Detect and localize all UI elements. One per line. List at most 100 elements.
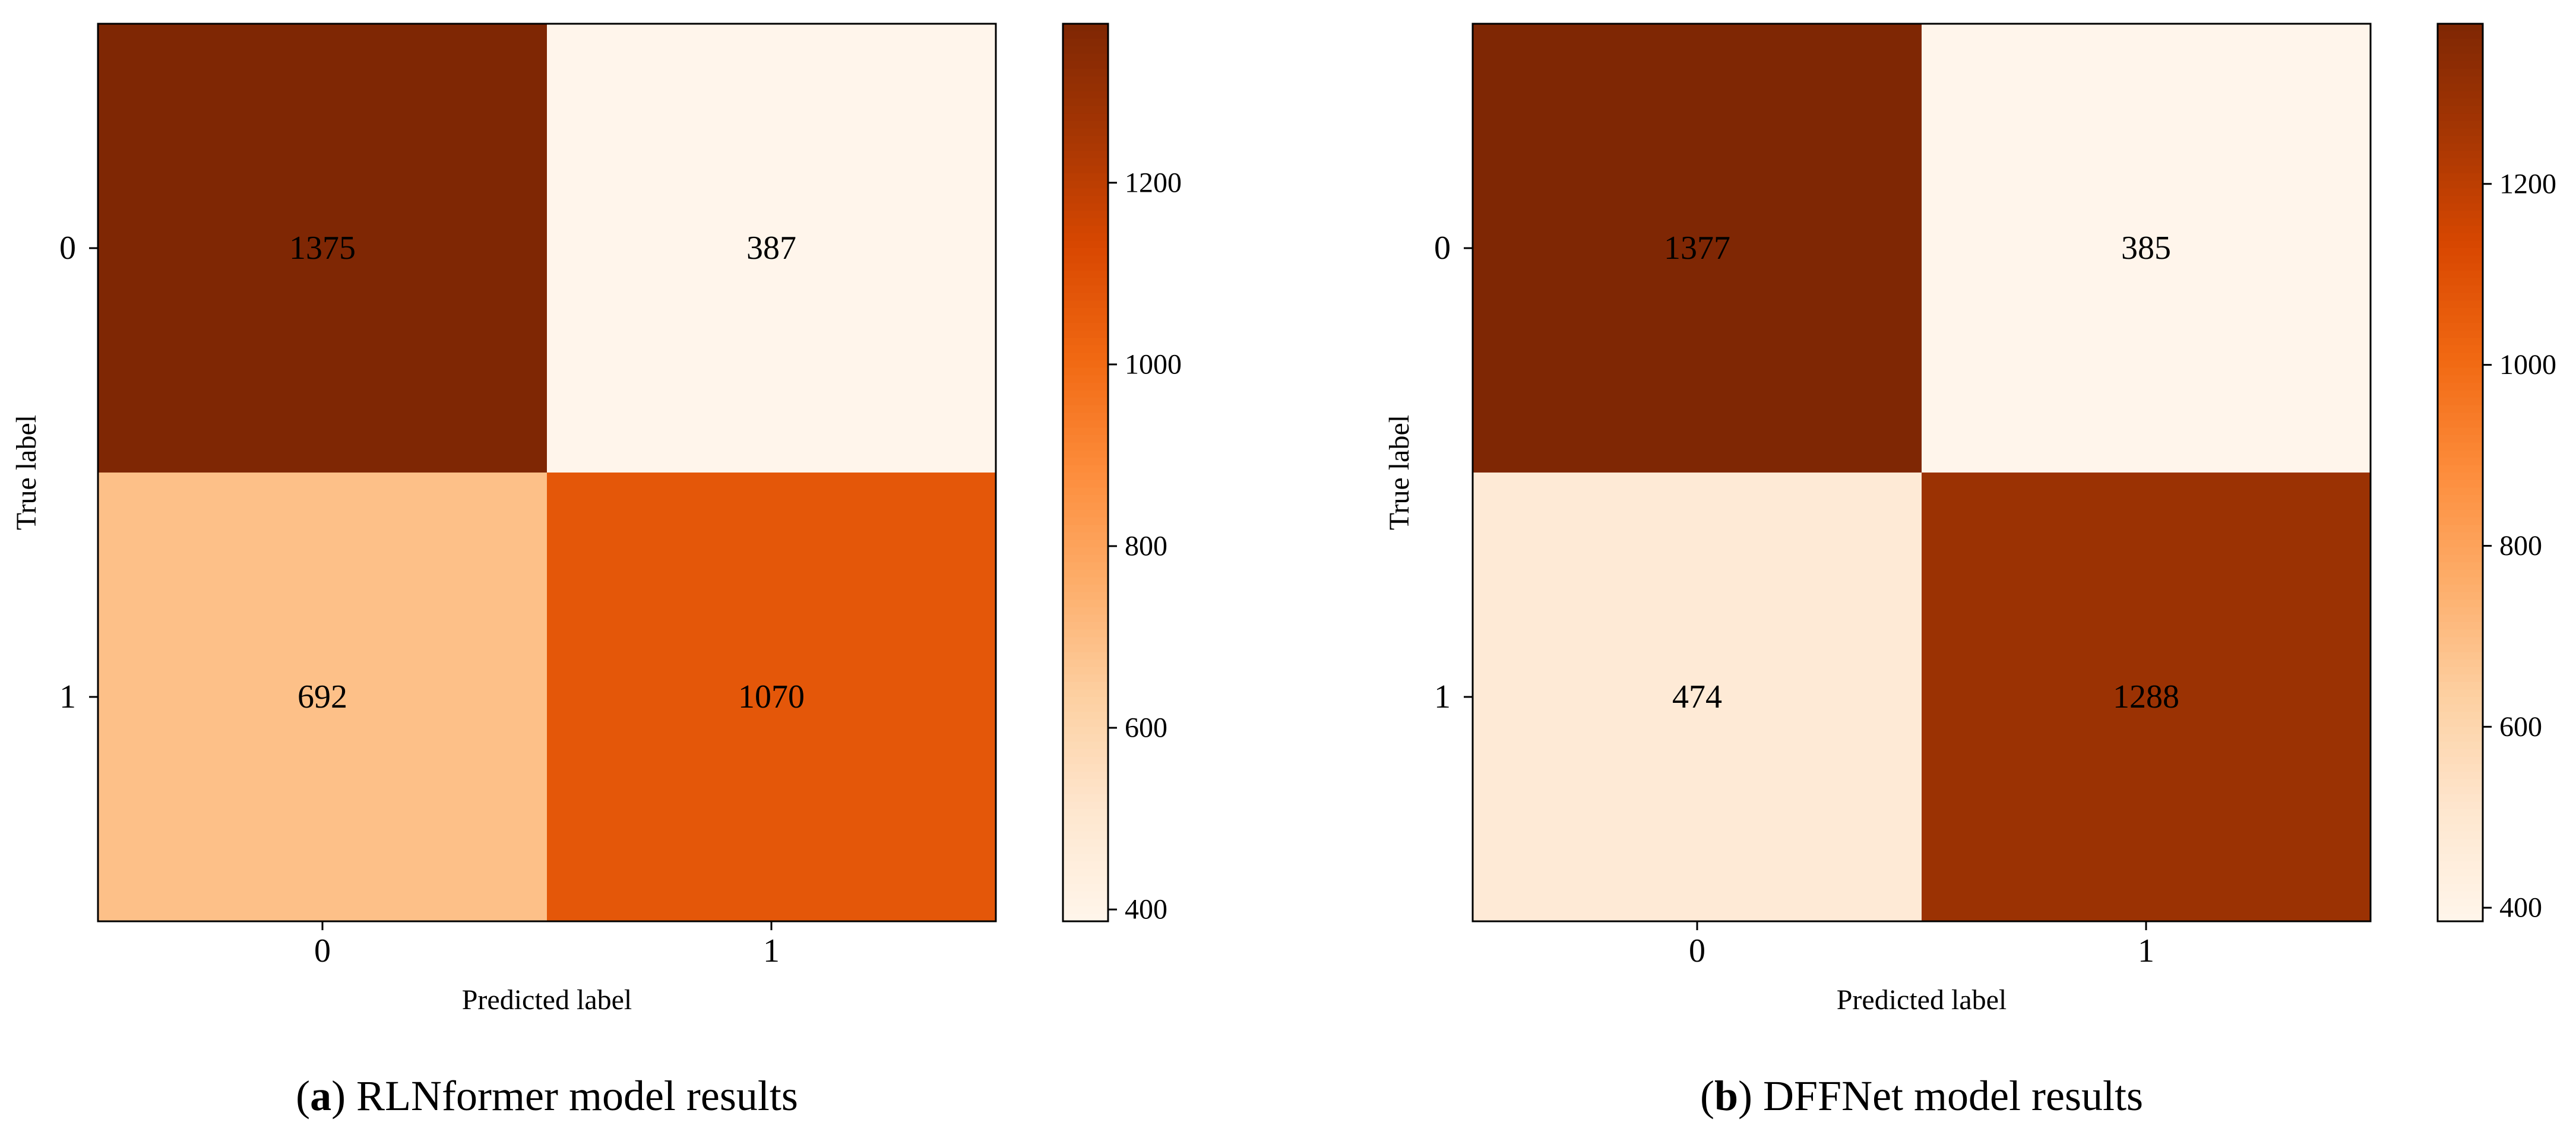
panel-b-colorbar-band-30 [2438, 248, 2483, 256]
panel-a-cell-0-0 [98, 24, 547, 473]
panel-a-colorbar-band-2 [1063, 39, 1108, 47]
panel-a-colorbar-band-92 [1063, 712, 1108, 720]
panel-b-colorbar-band-36 [2438, 293, 2483, 301]
panel-a-colorbar-band-29 [1063, 240, 1108, 249]
panel-a-colorbar-band-1 [1063, 31, 1108, 39]
panel-b-colorbar-band-101 [2438, 779, 2483, 787]
panel-a-colorbar-band-26 [1063, 218, 1108, 226]
panel-b-colorbar-band-104 [2438, 801, 2483, 810]
panel-a-colorbar-band-108 [1063, 831, 1108, 840]
panel-a-colorbar-band-10 [1063, 99, 1108, 107]
panel-a-cell-1-0 [98, 473, 547, 921]
panel-b-colorbar-band-77 [2438, 600, 2483, 608]
panel-b-colorbar-band-93 [2438, 719, 2483, 728]
panel-a-colorbar-band-27 [1063, 226, 1108, 234]
panel-a-colorbar-band-72 [1063, 562, 1108, 570]
panel-b-colorbar-band-10 [2438, 99, 2483, 107]
panel-b-cell-values: 1377 385 474 1288 [1664, 230, 2179, 715]
panel-b-x-axis-label: Predicted label [1837, 984, 2007, 1016]
panel-a-colorbar-band-118 [1063, 906, 1108, 915]
panel-a-colorbar-band-86 [1063, 667, 1108, 675]
panel-a-colorbar-band-21 [1063, 180, 1108, 189]
panel-a-colorbar-band-93 [1063, 719, 1108, 728]
panel-a-colorbar-band-5 [1063, 61, 1108, 69]
panel-b-colorbar-gradient [2438, 24, 2483, 922]
panel-a-caption-open: ( [296, 1072, 310, 1120]
panel-a-cell-values: 1375 387 692 1070 [289, 230, 805, 715]
panel-a-colorbar-band-41 [1063, 330, 1108, 338]
panel-a-y-ticks: 0 1 [59, 230, 98, 715]
panel-b-colorbar-band-116 [2438, 891, 2483, 899]
panel-b-colorbar-tick-label-2: 800 [2499, 530, 2542, 562]
panel-b-x-tick-label-0: 0 [1689, 933, 1705, 969]
panel-a-cell-value-1-0: 692 [298, 679, 347, 715]
panel-a-colorbar-band-115 [1063, 884, 1108, 892]
panel-a-colorbar-band-60 [1063, 473, 1108, 481]
panel-a-colorbar-gradient [1063, 24, 1108, 922]
panel-b-colorbar-band-2 [2438, 39, 2483, 47]
panel-b-colorbar-band-45 [2438, 360, 2483, 369]
panel-a-colorbar-band-95 [1063, 734, 1108, 743]
panel-b-colorbar-band-5 [2438, 61, 2483, 69]
panel-a-colorbar-band-18 [1063, 158, 1108, 167]
panel-b-colorbar-band-110 [2438, 847, 2483, 855]
panel-a-cell-0-1 [547, 24, 996, 473]
panel-b-colorbar-band-94 [2438, 727, 2483, 735]
panel-a-colorbar-band-30 [1063, 248, 1108, 256]
panel-b-colorbar-band-32 [2438, 263, 2483, 271]
panel-b-colorbar-band-80 [2438, 622, 2483, 630]
panel-a-colorbar-band-55 [1063, 435, 1108, 443]
panel-a-colorbar-band-49 [1063, 390, 1108, 398]
panel-a-colorbar-band-80 [1063, 622, 1108, 630]
panel-a-colorbar-band-97 [1063, 749, 1108, 757]
panel-b-colorbar-band-22 [2438, 188, 2483, 196]
panel-b-colorbar-band-95 [2438, 734, 2483, 743]
panel-b-cell-value-0-0: 1377 [1664, 230, 1730, 267]
panel-a-colorbar-band-13 [1063, 121, 1108, 129]
panel-b-colorbar-band-102 [2438, 787, 2483, 795]
panel-b-colorbar-band-31 [2438, 255, 2483, 264]
panel-a-colorbar-band-107 [1063, 824, 1108, 832]
panel-b-colorbar-band-42 [2438, 338, 2483, 346]
panel-b-colorbar-band-87 [2438, 674, 2483, 683]
panel-b-colorbar-band-38 [2438, 307, 2483, 316]
panel-b-colorbar-band-11 [2438, 106, 2483, 114]
panel-a-cell-value-0-1: 387 [746, 230, 796, 267]
panel-b-colorbar-tick-label-3: 1000 [2499, 349, 2556, 381]
panel-a-colorbar-band-74 [1063, 577, 1108, 585]
panel-b-colorbar-band-85 [2438, 660, 2483, 668]
panel-a-colorbar-band-78 [1063, 607, 1108, 616]
panel-a-colorbar-band-20 [1063, 173, 1108, 182]
panel-a-colorbar-tick-label-3: 1000 [1125, 348, 1182, 380]
panel-b-colorbar-band-84 [2438, 652, 2483, 660]
panel-a-colorbar-band-31 [1063, 255, 1108, 264]
panel-b-colorbar-band-103 [2438, 794, 2483, 803]
panel-a-colorbar-band-42 [1063, 338, 1108, 346]
panel-b-colorbar-band-67 [2438, 525, 2483, 533]
panel-b-colorbar-band-111 [2438, 854, 2483, 862]
panel-a-colorbar-ticks: 400 600 800 1000 1200 [1108, 167, 1182, 925]
panel-b-colorbar-band-105 [2438, 809, 2483, 817]
panel-b-colorbar-band-81 [2438, 629, 2483, 638]
panel-a-colorbar-band-47 [1063, 375, 1108, 383]
panel-a-colorbar-band-28 [1063, 233, 1108, 242]
panel-a-colorbar-band-57 [1063, 450, 1108, 458]
panel-b-colorbar-band-88 [2438, 681, 2483, 690]
panel-b-caption-open: ( [1700, 1072, 1714, 1120]
panel-b-plot-frame [1471, 23, 2372, 922]
panel-a-colorbar-band-90 [1063, 697, 1108, 705]
panel-b-colorbar-band-14 [2438, 128, 2483, 137]
panel-a-colorbar-band-114 [1063, 876, 1108, 884]
panel-a-colorbar-band-19 [1063, 166, 1108, 174]
panel-b-colorbar-band-109 [2438, 839, 2483, 847]
panel-a-colorbar-band-113 [1063, 868, 1108, 877]
panel-a-colorbar-band-105 [1063, 809, 1108, 817]
panel-b-colorbar-band-106 [2438, 816, 2483, 825]
panel-a-colorbar-band-87 [1063, 674, 1108, 683]
panel-a-colorbar-band-51 [1063, 405, 1108, 413]
panel-a-colorbar-band-22 [1063, 188, 1108, 196]
panel-a-plot-frame [97, 23, 997, 922]
panel-a-colorbar-band-9 [1063, 91, 1108, 99]
panel-b-colorbar-band-56 [2438, 442, 2483, 451]
panel-a-cell-value-1-1: 1070 [738, 679, 805, 715]
